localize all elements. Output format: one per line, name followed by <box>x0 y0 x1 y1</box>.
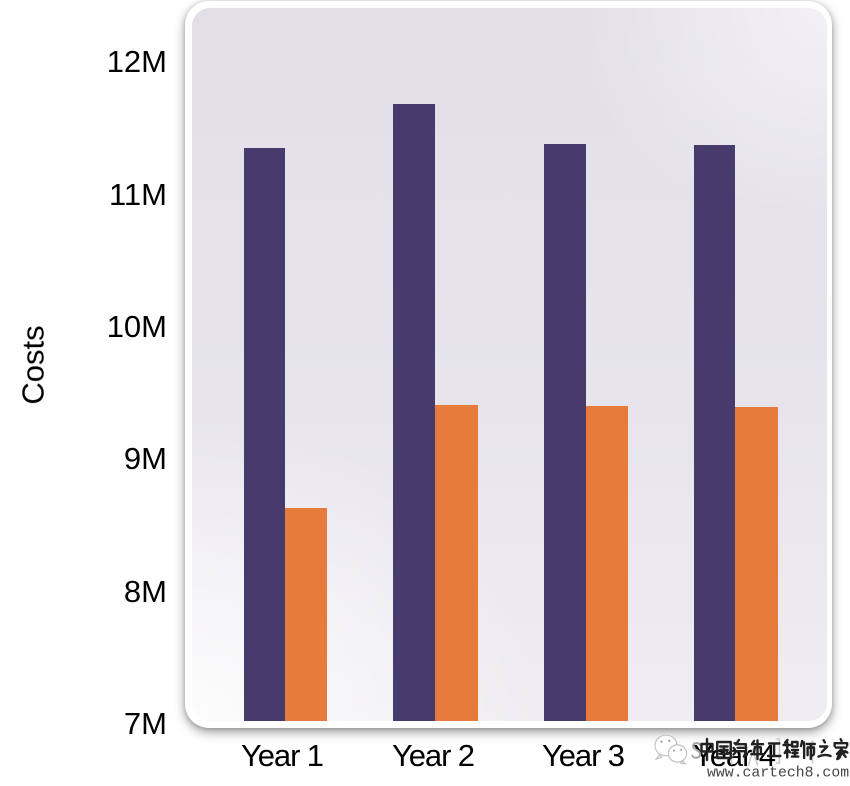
svg-text:www.cartech8.com: www.cartech8.com <box>707 766 849 782</box>
